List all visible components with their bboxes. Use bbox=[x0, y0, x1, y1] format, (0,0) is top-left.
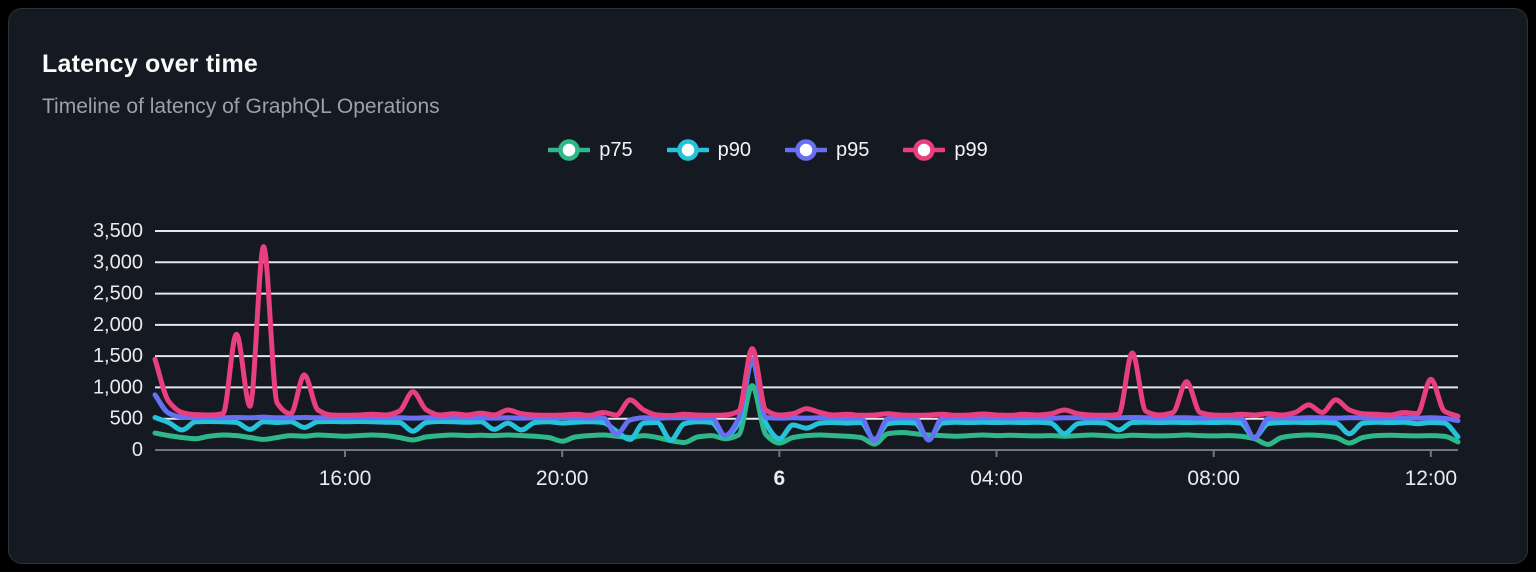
y-tick-label: 500 bbox=[110, 408, 143, 430]
legend-label-p95: p95 bbox=[836, 138, 870, 161]
legend-label-p75: p75 bbox=[599, 138, 633, 161]
x-tick-label: 16:00 bbox=[319, 467, 372, 490]
y-tick-label: 1,000 bbox=[93, 376, 143, 398]
legend-item-p95[interactable]: p95 bbox=[785, 136, 869, 164]
series-p95-line bbox=[152, 356, 1461, 444]
legend-marker-p95-icon bbox=[785, 139, 827, 161]
legend-marker-p99-icon bbox=[903, 139, 946, 161]
legend-marker-p90-icon bbox=[666, 139, 709, 161]
x-tick-label: 6 bbox=[774, 467, 786, 490]
series-p90-line bbox=[152, 358, 1461, 443]
y-tick-label: 3,000 bbox=[93, 251, 143, 273]
legend-item-p90[interactable]: p90 bbox=[666, 136, 751, 164]
chart-legend: p75 p90 p95 p99 bbox=[0, 136, 1536, 164]
y-tick-label: 2,500 bbox=[93, 283, 143, 305]
y-tick-label: 0 bbox=[132, 439, 143, 461]
x-tick-label: 12:00 bbox=[1405, 467, 1458, 490]
y-tick-label: 3,500 bbox=[93, 220, 143, 242]
series-p75-line bbox=[152, 383, 1461, 447]
x-tick-label: 08:00 bbox=[1187, 467, 1240, 490]
legend-label-p99: p99 bbox=[954, 138, 988, 161]
page-title: Latency over time bbox=[42, 50, 258, 78]
legend-item-p75[interactable]: p75 bbox=[548, 136, 633, 164]
series-p99-line bbox=[152, 244, 1461, 419]
x-tick-label: 20:00 bbox=[536, 467, 589, 490]
y-tick-label: 2,000 bbox=[93, 314, 143, 336]
y-tick-label: 1,500 bbox=[93, 345, 143, 367]
legend-label-p90: p90 bbox=[717, 138, 751, 161]
page-subtitle: Timeline of latency of GraphQL Operation… bbox=[42, 95, 440, 118]
x-tick-label: 04:00 bbox=[970, 467, 1023, 490]
legend-item-p99[interactable]: p99 bbox=[903, 136, 988, 164]
legend-marker-p75-icon bbox=[548, 139, 591, 161]
